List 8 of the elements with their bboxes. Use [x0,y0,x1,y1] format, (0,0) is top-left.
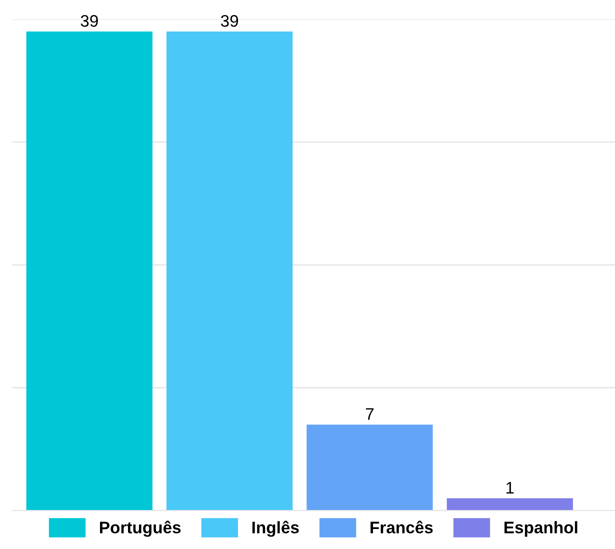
data-label: 1 [506,482,514,494]
legend-label: Português [100,520,181,537]
data-label: 7 [366,408,374,420]
legend-label: Inglês [252,520,299,537]
legend-label: Espanhol [504,521,578,537]
data-label: 39 [80,15,98,27]
data-label: 39 [220,15,238,27]
legend-label: Francês [370,520,433,534]
